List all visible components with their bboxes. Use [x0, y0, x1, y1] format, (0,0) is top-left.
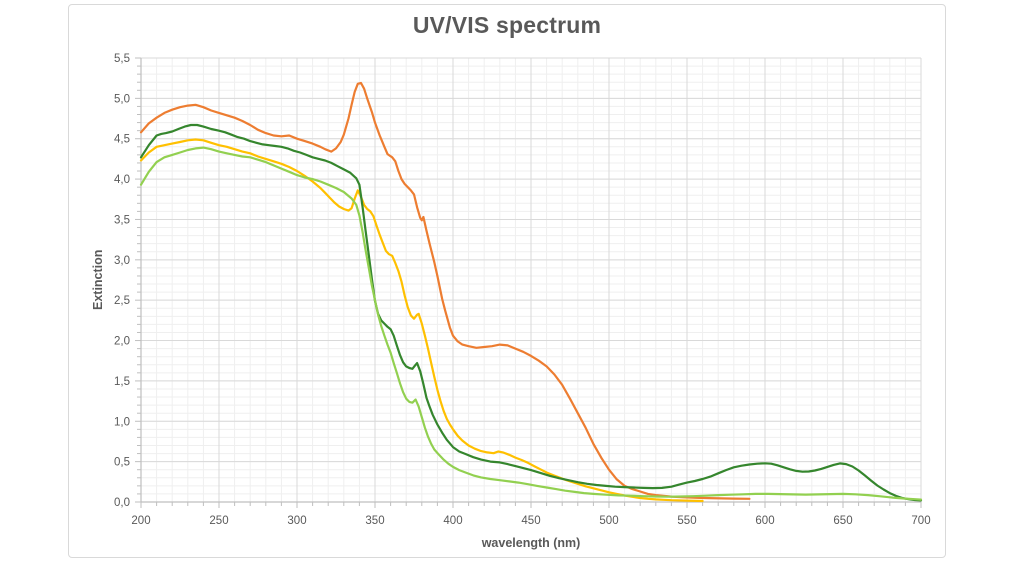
series-line-dark-green: [139, 123, 923, 502]
x-tick-label: 600: [755, 515, 774, 527]
x-tick-label: 450: [521, 515, 540, 527]
y-tick-label: 5,5: [114, 53, 130, 65]
y-tick-label: 0,0: [114, 497, 130, 509]
x-tick-label: 550: [677, 515, 696, 527]
y-tick-label: 4,5: [114, 134, 130, 146]
y-tick-label: 1,0: [114, 416, 130, 428]
y-tick-label: 3,5: [114, 214, 130, 226]
x-tick-label: 700: [911, 515, 930, 527]
chart-frame: [68, 4, 946, 558]
x-axis-title: wavelength (nm): [481, 536, 581, 550]
y-tick-label: 3,0: [114, 255, 130, 267]
y-tick-label: 1,5: [114, 376, 130, 388]
x-tick-label: 200: [131, 515, 150, 527]
x-tick-label: 300: [287, 515, 306, 527]
x-tick-label: 250: [209, 515, 228, 527]
y-tick-label: 4,0: [114, 174, 130, 186]
series-line-light-green: [139, 146, 923, 501]
x-tick-label: 500: [599, 515, 618, 527]
y-tick-label: 2,0: [114, 336, 130, 348]
x-tick-label: 650: [833, 515, 852, 527]
x-tick-label: 400: [443, 515, 462, 527]
y-axis-title: Extinction: [91, 249, 105, 310]
y-tick-label: 5,0: [114, 93, 130, 105]
y-tick-label: 2,5: [114, 295, 130, 307]
y-tick-label: 0,5: [114, 457, 130, 469]
chart-title: UV/VIS spectrum: [412, 12, 602, 38]
x-tick-label: 350: [365, 515, 384, 527]
series-line-orange: [139, 81, 751, 500]
